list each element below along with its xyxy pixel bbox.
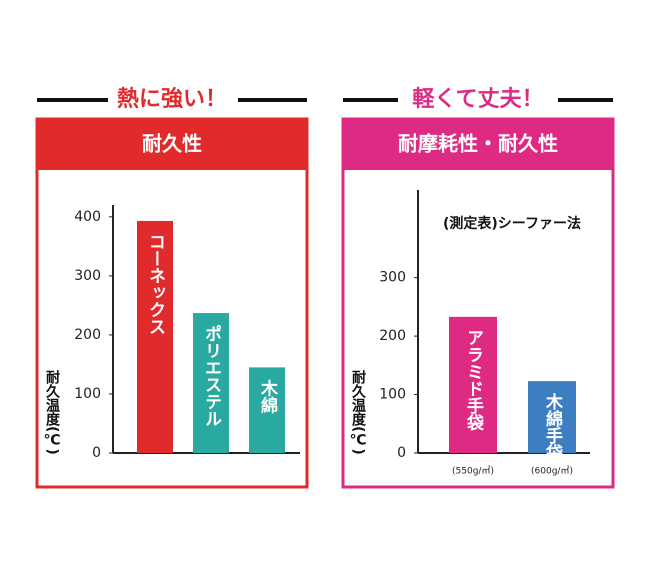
chart-title: 耐摩耗性・耐久性 — [398, 132, 558, 156]
y-tick-label: 0 — [397, 445, 406, 461]
bar-label: ポリエステル — [201, 324, 222, 427]
y-tick-label: 300 — [74, 268, 101, 284]
bar-label: 木綿手袋 — [542, 392, 564, 462]
x-sublabel: (600g/㎡) — [531, 466, 573, 477]
y-tick-label: 100 — [74, 386, 101, 402]
heading: 熱に強い！ — [117, 86, 227, 112]
y-axis-label: 耐久温度(℃) — [43, 369, 61, 454]
y-tick-label: 100 — [379, 387, 406, 403]
subtitle: (測定表)シーファー法 — [443, 215, 581, 232]
bar — [137, 220, 173, 453]
title-band — [343, 119, 613, 170]
bar — [249, 367, 285, 453]
bar-label: 木綿 — [257, 378, 279, 414]
y-tick-label: 0 — [92, 445, 101, 461]
bar — [193, 313, 229, 453]
bar — [528, 381, 576, 453]
x-sublabel: (550g/㎡) — [452, 466, 494, 477]
title-band — [37, 119, 307, 170]
y-tick-label: 300 — [379, 270, 406, 286]
chart-title: 耐久性 — [142, 132, 202, 156]
bar-label: コーネックス — [145, 233, 165, 335]
y-axis-label: 耐久温度(℃) — [349, 369, 367, 454]
bar — [449, 316, 497, 453]
bar-label: アラミド手袋 — [463, 329, 485, 432]
y-tick-label: 400 — [74, 209, 101, 225]
y-tick-label: 200 — [379, 328, 406, 344]
y-tick-label: 200 — [74, 327, 101, 343]
heading: 軽くて丈夫！ — [412, 86, 543, 112]
